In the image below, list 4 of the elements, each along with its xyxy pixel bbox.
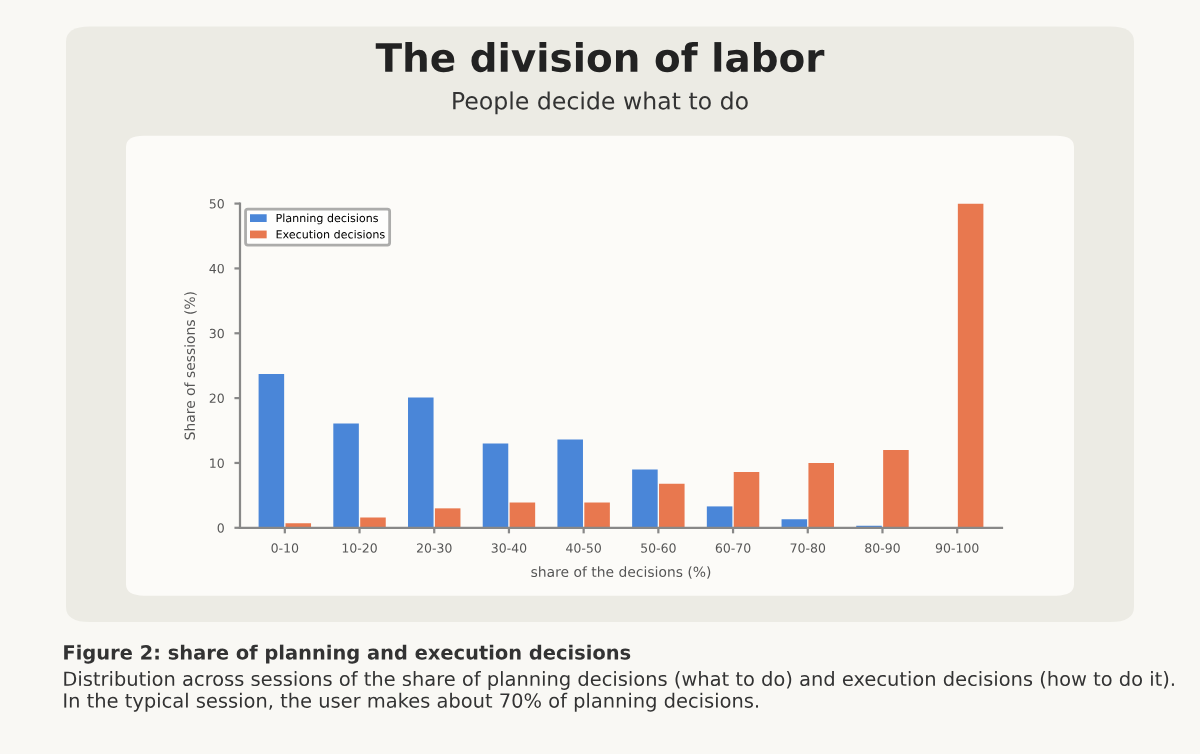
chart-title: The division of labor — [375, 42, 825, 73]
text: Distribution across sessions of the share of planning decisions (what to do) and execution decisions (how to do it). In the typical session, the user makes about 70% of planning decisions. — [64, 671, 1174, 712]
caption: Figure 2: share of planning and execution decisions — [64, 644, 631, 664]
chart-subtitle: People decide what to do — [453, 91, 748, 115]
